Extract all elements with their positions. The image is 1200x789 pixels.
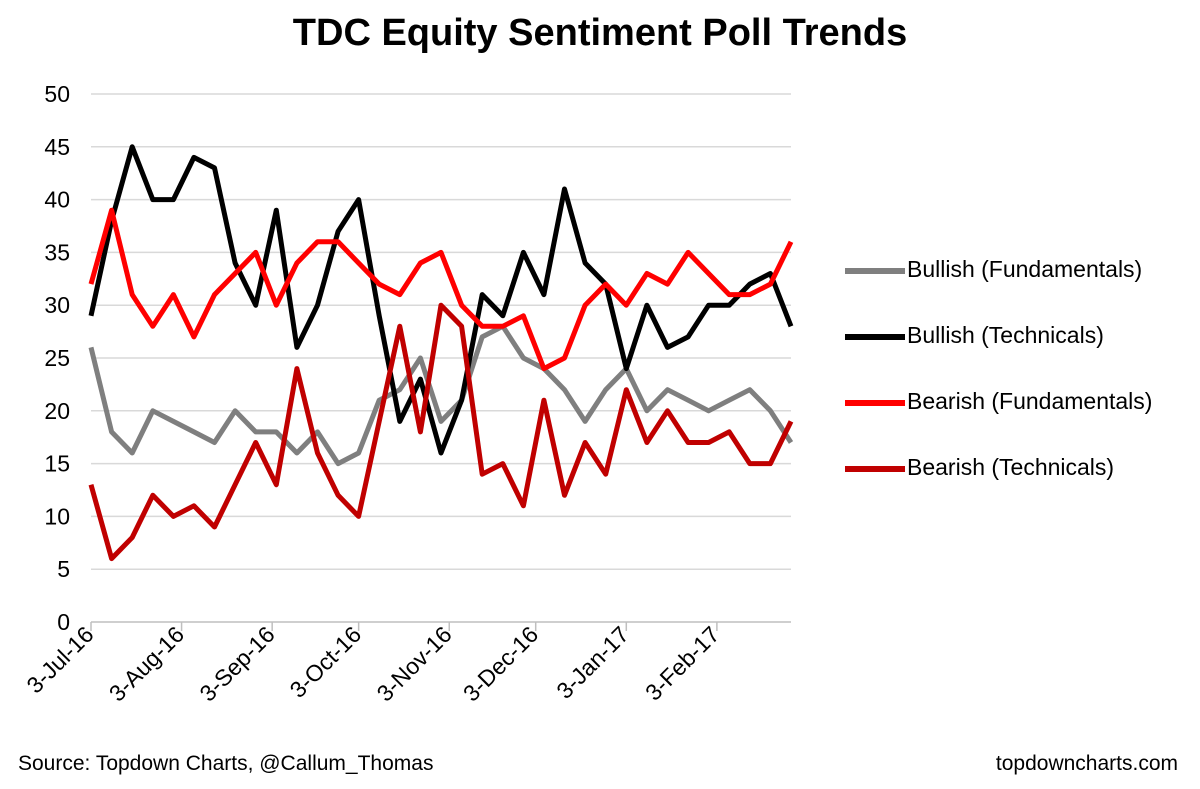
y-tick-label: 30 [44, 292, 70, 318]
source-note: Source: Topdown Charts, @Callum_Thomas [18, 752, 434, 775]
x-tick-label: 3-Oct-16 [285, 621, 367, 703]
legend-item: Bearish (Fundamentals) [845, 382, 1195, 448]
series-line-bullish-fundamentals [88, 323, 794, 467]
website-label: topdowncharts.com [995, 752, 1178, 775]
x-tick-label: 3-Dec-16 [458, 621, 543, 706]
x-tick-label: 3-Aug-16 [104, 621, 189, 706]
series-line-bearish-technicals [88, 302, 794, 562]
legend-label: Bullish (Fundamentals) [907, 256, 1143, 282]
y-tick-label: 15 [44, 451, 70, 477]
y-tick-label: 45 [44, 134, 70, 160]
series-line-bullish-technicals [88, 144, 794, 456]
y-tick-label: 10 [44, 503, 70, 529]
x-tick-label: 3-Jan-17 [551, 621, 634, 704]
y-tick-label: 35 [44, 239, 70, 265]
chart-title: TDC Equity Sentiment Poll Trends [292, 12, 908, 54]
y-tick-label: 5 [57, 556, 70, 582]
y-tick-label: 25 [44, 345, 70, 371]
legend-item: Bullish (Fundamentals) [845, 250, 1195, 316]
legend-item: Bearish (Technicals) [845, 448, 1195, 514]
x-tick-label: 3-Nov-16 [371, 621, 456, 706]
legend-label: Bearish (Technicals) [907, 454, 1115, 480]
y-tick-label: 50 [44, 81, 70, 107]
x-tick-label: 3-Feb-17 [640, 621, 724, 705]
legend-label: Bullish (Technicals) [907, 322, 1104, 348]
legend-swatch [845, 268, 905, 274]
legend-swatch [845, 466, 905, 472]
legend-swatch [845, 334, 905, 340]
y-tick-label: 20 [44, 398, 70, 424]
series-line-bearish-fundamentals [88, 207, 794, 372]
chart-legend: Bullish (Fundamentals) Bullish (Technical… [845, 250, 1195, 514]
legend-swatch [845, 400, 905, 406]
legend-label: Bearish (Fundamentals) [907, 388, 1153, 414]
x-tick-label: 3-Sep-16 [194, 621, 279, 706]
legend-item: Bullish (Technicals) [845, 316, 1195, 382]
y-tick-label: 40 [44, 187, 70, 213]
y-tick-label: 0 [57, 609, 70, 635]
